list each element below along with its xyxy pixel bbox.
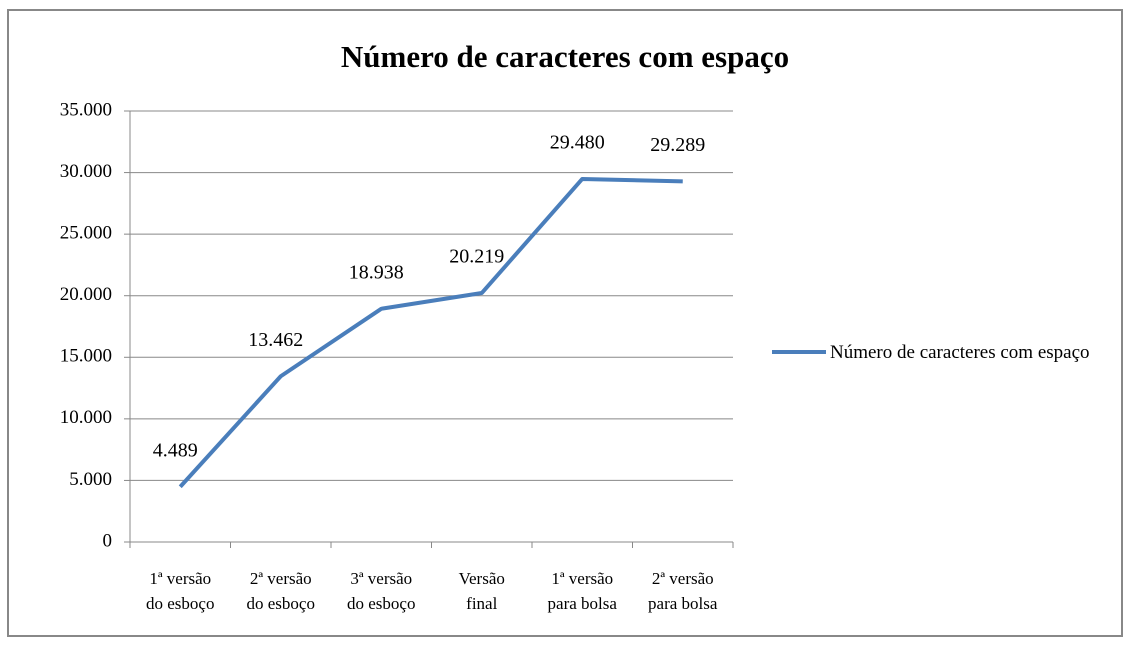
legend-label: Número de caracteres com espaço bbox=[830, 342, 1090, 363]
x-tick-label: do esboço bbox=[247, 594, 315, 613]
x-tick-label: 1ª versão bbox=[551, 569, 613, 588]
y-tick-label: 15.000 bbox=[60, 346, 112, 367]
x-tick-label: 2ª versão bbox=[652, 569, 714, 588]
data-label: 13.462 bbox=[248, 329, 303, 351]
data-label: 29.480 bbox=[550, 132, 605, 154]
y-tick-label: 0 bbox=[103, 530, 113, 551]
data-label: 29.289 bbox=[650, 134, 705, 156]
x-tick-label: para bolsa bbox=[548, 594, 618, 613]
y-tick-label: 20.000 bbox=[60, 284, 112, 305]
x-tick-label: 2ª versão bbox=[250, 569, 312, 588]
chart-title: Número de caracteres com espaço bbox=[341, 39, 789, 74]
y-tick-label: 35.000 bbox=[60, 99, 112, 120]
chart-frame bbox=[7, 9, 1123, 637]
x-tick-label: 1ª versão bbox=[149, 569, 211, 588]
y-tick-label: 30.000 bbox=[60, 161, 112, 182]
y-tick-label: 5.000 bbox=[69, 469, 112, 490]
x-tick-label: do esboço bbox=[347, 594, 415, 613]
data-label: 18.938 bbox=[349, 261, 404, 283]
data-label: 20.219 bbox=[449, 246, 504, 268]
x-tick-label: 3ª versão bbox=[350, 569, 412, 588]
x-tick-label: Versão bbox=[459, 569, 505, 588]
x-tick-label: para bolsa bbox=[648, 594, 718, 613]
y-tick-label: 10.000 bbox=[60, 407, 112, 428]
data-label: 4.489 bbox=[153, 439, 198, 461]
x-tick-label: final bbox=[466, 594, 497, 613]
y-tick-label: 25.000 bbox=[60, 223, 112, 244]
x-tick-label: do esboço bbox=[146, 594, 214, 613]
data-line bbox=[178, 176, 683, 489]
